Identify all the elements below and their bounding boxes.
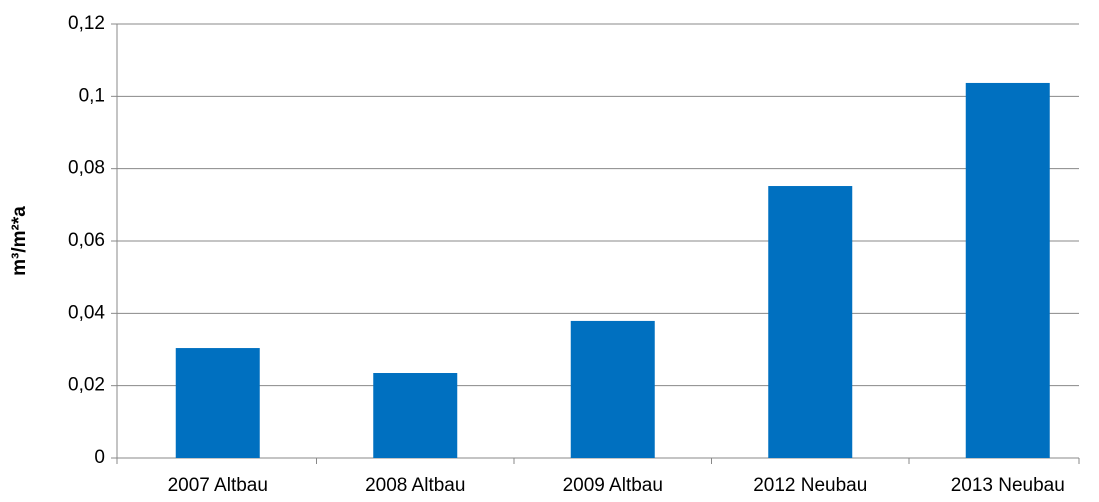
y-tick-label: 0,1: [79, 85, 105, 106]
x-tick-label: 2009 Altbau: [563, 475, 663, 496]
x-tick-label: 2012 Neubau: [753, 475, 867, 496]
bar: [175, 348, 260, 458]
y-tick-label: 0: [94, 447, 105, 468]
y-axis-label: m³/m²*a: [9, 206, 30, 276]
bar: [768, 186, 853, 458]
bar: [373, 373, 458, 458]
bar: [965, 82, 1050, 459]
x-tick-label: 2013 Neubau: [951, 475, 1065, 496]
y-tick-label: 0,06: [68, 230, 105, 251]
x-tick-label: 2007 Altbau: [168, 475, 268, 496]
y-tick-label: 0,08: [68, 158, 105, 179]
x-tick-label: 2008 Altbau: [365, 475, 465, 496]
y-tick-label: 0,04: [68, 302, 105, 323]
bar: [570, 320, 655, 458]
y-tick-label: 0,02: [68, 375, 105, 396]
y-tick-label: 0,12: [68, 13, 105, 34]
